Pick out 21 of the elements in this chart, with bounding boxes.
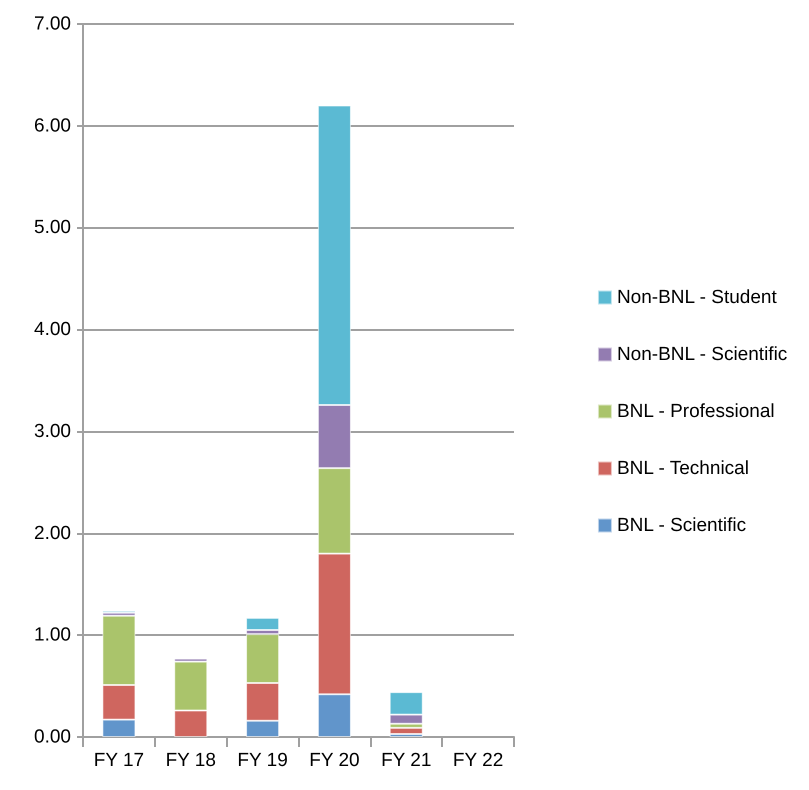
legend-label: BNL - Professional: [616, 401, 775, 422]
y-tick-label: 4.00: [34, 319, 71, 340]
x-tick-label: FY 17: [94, 750, 144, 771]
y-tick-label: 6.00: [34, 115, 71, 136]
x-tick-label: FY 20: [309, 750, 360, 771]
y-tick-label: 7.00: [34, 14, 71, 34]
y-tick-label: 3.00: [34, 420, 71, 442]
x-tick-label: FY 21: [381, 750, 432, 771]
y-tick-label: 0.00: [34, 726, 71, 748]
bar: [246, 618, 280, 630]
x-tick-label: FY 19: [237, 750, 288, 771]
y-tick-label: 5.00: [34, 217, 71, 238]
legend-label: BNL - Scientific: [616, 515, 746, 536]
x-tick-label: FY 22: [452, 750, 504, 771]
legend-label: Non-BNL - Scientific: [616, 344, 788, 365]
x-tick-label: FY 18: [166, 750, 216, 771]
bar: [390, 728, 423, 734]
y-tick-label: 2.00: [34, 522, 71, 544]
legend-label: BNL - Technical: [616, 458, 749, 479]
legend-label: Non-BNL - Student: [616, 287, 778, 308]
y-tick-label: 1.00: [34, 624, 71, 646]
